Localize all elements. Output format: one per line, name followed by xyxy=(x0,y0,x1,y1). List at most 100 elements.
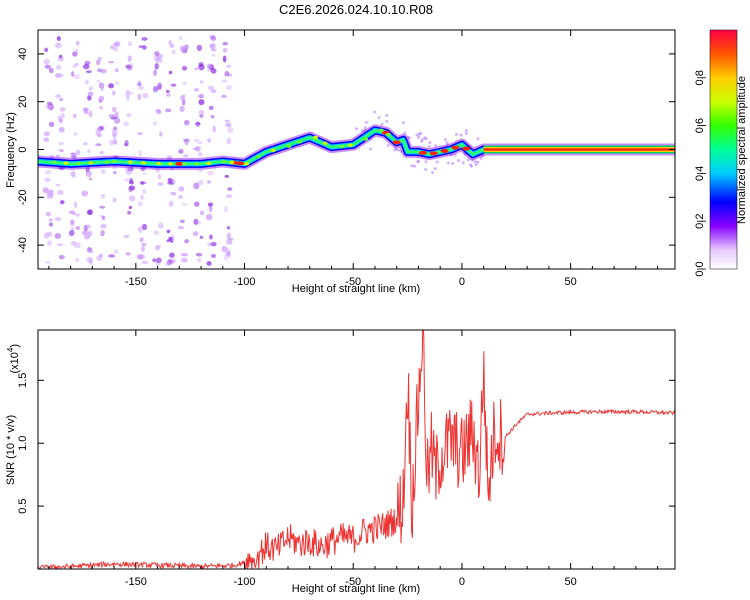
noise-blob xyxy=(416,160,420,164)
spectrogram-y-axis: -40 -20 0 20 40 xyxy=(17,48,675,253)
noise-blob xyxy=(140,180,145,186)
noise-blob xyxy=(129,63,134,68)
noise-blob xyxy=(198,110,205,115)
noise-blob xyxy=(58,54,63,59)
noise-blob xyxy=(363,126,367,130)
noise-blob xyxy=(184,239,190,244)
noise-blob xyxy=(47,190,55,197)
noise-blob xyxy=(193,201,200,207)
noise-blob xyxy=(207,138,212,143)
noise-blob xyxy=(183,138,189,142)
noise-blob xyxy=(153,69,158,76)
noise-blob xyxy=(85,224,91,229)
noise-blob xyxy=(96,127,102,132)
noise-blob xyxy=(75,40,80,46)
noise-blob xyxy=(54,216,62,222)
noise-blob xyxy=(130,91,135,95)
noise-blob xyxy=(126,65,133,71)
spectrogram-y-tick-label: 0 xyxy=(17,146,29,152)
spectrogram-x-tick-label: -100 xyxy=(234,276,256,288)
ridge-hotspot xyxy=(175,161,184,166)
noise-blob xyxy=(108,113,114,119)
noise-blob xyxy=(141,37,148,41)
noise-blob xyxy=(98,253,104,257)
noise-blob xyxy=(355,127,359,131)
noise-blob xyxy=(224,119,230,123)
noise-blob xyxy=(123,121,130,127)
snr-x-tick-label: -100 xyxy=(234,576,256,588)
noise-blob xyxy=(55,94,62,99)
noise-blob xyxy=(223,41,228,45)
noise-blob xyxy=(152,258,157,263)
noise-blob xyxy=(154,245,161,251)
noise-blob xyxy=(141,246,146,252)
noise-blob xyxy=(55,73,62,78)
noise-blob xyxy=(166,155,173,161)
noise-blob xyxy=(137,132,143,135)
noise-blob xyxy=(181,257,188,263)
noise-blob xyxy=(137,226,143,233)
ridge-hotspot xyxy=(418,150,427,155)
noise-blob xyxy=(197,141,203,144)
noise-blob xyxy=(98,82,105,89)
noise-blob xyxy=(97,133,102,138)
ridge-blob xyxy=(270,148,276,153)
noise-blob xyxy=(198,152,203,157)
noise-blob xyxy=(207,180,211,184)
noise-blob xyxy=(82,63,90,70)
spectrogram-y-tick-label: -40 xyxy=(17,237,29,253)
noise-blob xyxy=(167,177,173,184)
noise-blob xyxy=(178,148,184,154)
noise-blob xyxy=(198,61,204,67)
noise-blob xyxy=(96,79,101,83)
noise-blob xyxy=(476,137,480,141)
ridge-blob xyxy=(255,154,261,159)
noise-blob xyxy=(73,74,80,80)
noise-blob xyxy=(193,218,199,225)
noise-blob xyxy=(198,94,204,99)
noise-blob xyxy=(183,153,189,158)
noise-blob xyxy=(136,254,144,260)
noise-blob xyxy=(170,83,177,87)
noise-blob xyxy=(58,149,64,152)
noise-blob xyxy=(44,47,49,53)
noise-blob xyxy=(74,63,80,67)
noise-blob xyxy=(155,167,161,173)
noise-blob xyxy=(209,234,213,240)
colorbar-tick-label: 0.0 xyxy=(694,261,706,276)
noise-blob xyxy=(153,55,160,61)
noise-blob xyxy=(184,138,189,146)
noise-blob xyxy=(210,253,217,259)
noise-blob xyxy=(415,133,419,137)
noise-blob xyxy=(60,255,66,259)
snr-x-tick-label: -150 xyxy=(125,576,147,588)
noise-blob xyxy=(464,132,468,136)
noise-blob xyxy=(459,133,463,137)
noise-blob xyxy=(49,154,54,160)
noise-blob xyxy=(75,225,81,231)
ridge-blob xyxy=(111,159,117,164)
noise-blob xyxy=(179,36,183,41)
noise-blob xyxy=(58,141,65,146)
noise-blob xyxy=(182,81,187,85)
noise-blob xyxy=(363,128,367,132)
ridge-blob xyxy=(168,162,174,166)
ridge-blob xyxy=(88,161,94,165)
noise-blob xyxy=(85,70,92,74)
noise-blob xyxy=(226,137,232,145)
noise-blob xyxy=(88,86,94,91)
noise-blob xyxy=(127,166,134,172)
noise-blob xyxy=(227,187,233,191)
snr-y-label: SNR (10 * v/v) xyxy=(5,415,17,485)
noise-blob xyxy=(87,149,91,153)
noise-blob xyxy=(55,42,62,49)
noise-blob xyxy=(136,83,142,87)
colorbar-tick-label: 0.8 xyxy=(694,70,706,85)
noise-blob xyxy=(168,259,176,264)
noise-blob xyxy=(222,47,228,53)
ridge-blob xyxy=(378,128,384,133)
noise-blob xyxy=(470,158,474,162)
noise-blob xyxy=(99,105,103,110)
noise-blob xyxy=(87,250,94,254)
